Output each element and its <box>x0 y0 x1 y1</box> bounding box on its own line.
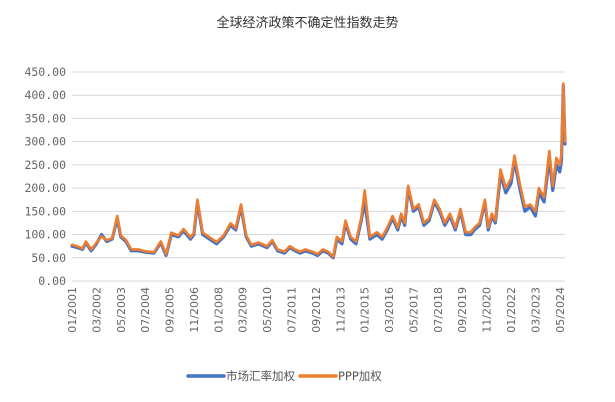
x-tick-label: 01/2022 <box>505 287 518 333</box>
x-tick-label: 11/2006 <box>188 287 201 333</box>
y-tick-label: 150.00 <box>24 204 66 218</box>
y-tick-label: 50.00 <box>31 251 66 265</box>
y-tick-label: 250.00 <box>24 158 66 172</box>
x-tick-label: 07/2018 <box>432 287 445 333</box>
series-line-2 <box>70 82 567 259</box>
y-tick-label: 0.00 <box>38 274 66 288</box>
x-tick-label: 11/2013 <box>334 287 347 333</box>
x-tick-label: 05/2024 <box>554 287 567 333</box>
legend-label: 市场汇率加权 <box>226 369 295 383</box>
x-tick-label: 03/2023 <box>529 287 542 333</box>
x-tick-label: 01/2001 <box>66 287 79 333</box>
x-tick-label: 05/2017 <box>407 287 420 333</box>
y-tick-label: 300.00 <box>24 135 66 149</box>
x-tick-label: 09/2012 <box>310 287 323 333</box>
x-tick-label: 03/2002 <box>90 287 103 333</box>
x-tick-label: 05/2010 <box>261 287 274 333</box>
y-tick-label: 400.00 <box>24 88 66 102</box>
chart-title: 全球经济政策不确定性指数走势 <box>216 16 399 31</box>
x-tick-label: 05/2003 <box>115 287 128 333</box>
x-tick-label: 01/2015 <box>359 287 372 333</box>
legend-label: PPP加权 <box>338 369 382 383</box>
y-tick-label: 350.00 <box>24 111 66 125</box>
x-tick-label: 01/2008 <box>212 287 225 333</box>
x-tick-label: 03/2016 <box>383 287 396 333</box>
x-tick-label: 09/2019 <box>456 287 469 333</box>
x-tick-label: 09/2005 <box>164 287 177 333</box>
x-tick-label: 11/2020 <box>481 287 494 333</box>
x-tick-label: 03/2009 <box>237 287 250 333</box>
y-tick-label: 200.00 <box>24 181 66 195</box>
series-line-1 <box>70 84 567 260</box>
y-tick-label: 450.00 <box>24 65 66 79</box>
x-tick-label: 07/2004 <box>139 287 152 333</box>
y-tick-label: 100.00 <box>24 228 66 242</box>
x-tick-label: 07/2011 <box>285 287 298 333</box>
